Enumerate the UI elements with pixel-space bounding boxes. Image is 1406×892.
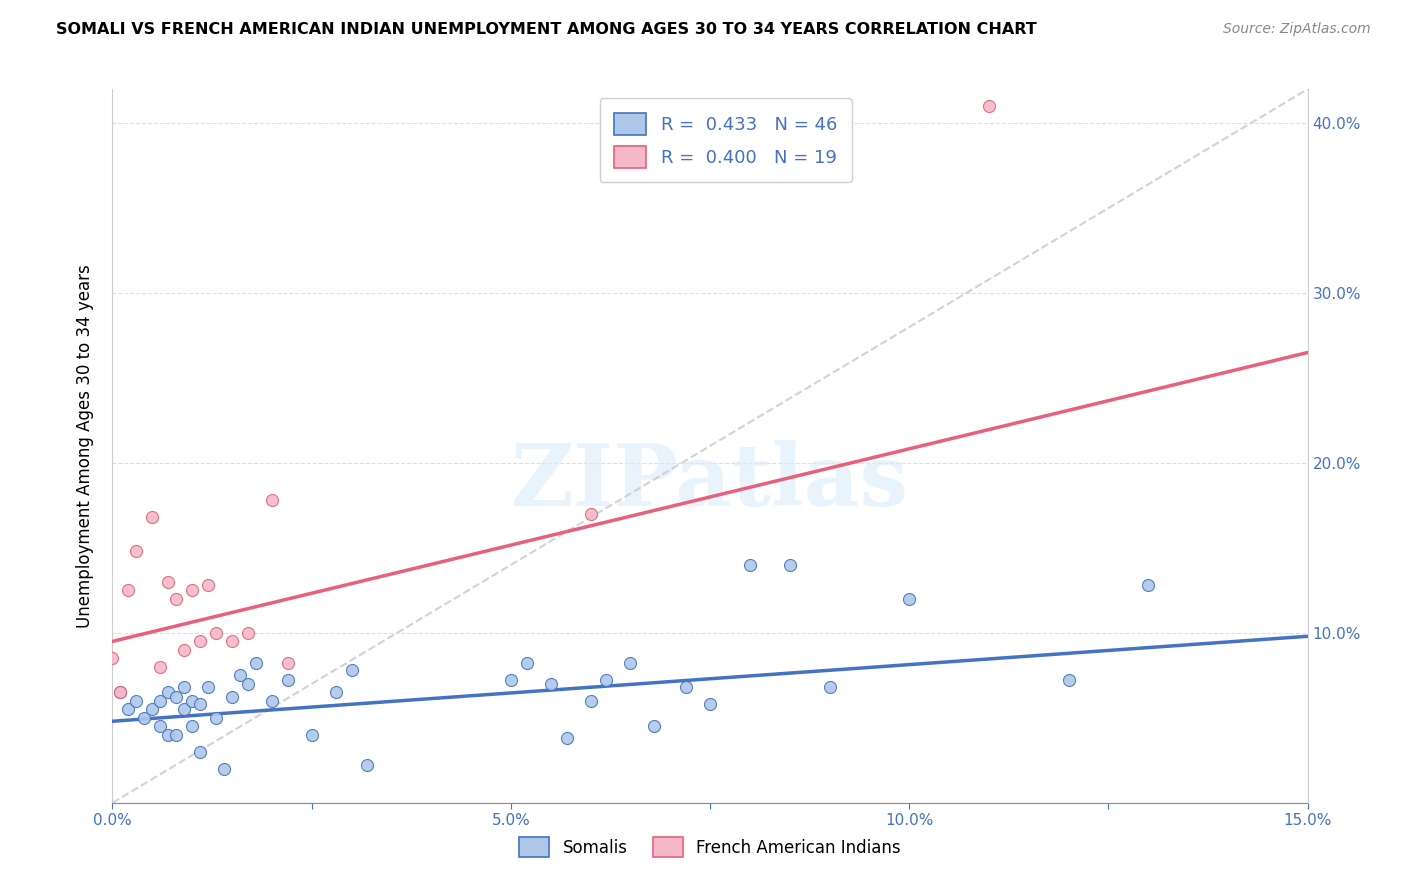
Point <box>141 510 163 524</box>
Point <box>117 702 139 716</box>
Point <box>134 711 156 725</box>
Point <box>818 680 841 694</box>
Point <box>205 711 228 725</box>
Point <box>157 728 180 742</box>
Point <box>205 626 228 640</box>
Text: Source: ZipAtlas.com: Source: ZipAtlas.com <box>1223 22 1371 37</box>
Point <box>173 702 195 716</box>
Point <box>157 685 180 699</box>
Text: SOMALI VS FRENCH AMERICAN INDIAN UNEMPLOYMENT AMONG AGES 30 TO 34 YEARS CORRELAT: SOMALI VS FRENCH AMERICAN INDIAN UNEMPLO… <box>56 22 1038 37</box>
Point <box>516 657 538 671</box>
Point <box>245 657 267 671</box>
Point <box>260 694 283 708</box>
Point <box>221 690 243 705</box>
Y-axis label: Unemployment Among Ages 30 to 34 years: Unemployment Among Ages 30 to 34 years <box>76 264 94 628</box>
Point <box>977 99 1000 113</box>
Point <box>221 634 243 648</box>
Legend: Somalis, French American Indians: Somalis, French American Indians <box>510 829 910 866</box>
Point <box>141 702 163 716</box>
Point <box>738 558 761 572</box>
Point <box>301 728 323 742</box>
Point <box>117 583 139 598</box>
Point <box>188 745 211 759</box>
Point <box>619 657 641 671</box>
Point <box>325 685 347 699</box>
Point <box>149 694 172 708</box>
Point <box>1057 673 1080 688</box>
Point <box>595 673 617 688</box>
Point <box>579 694 602 708</box>
Point <box>110 685 132 699</box>
Point <box>229 668 252 682</box>
Point <box>277 657 299 671</box>
Point <box>540 677 562 691</box>
Point <box>188 634 211 648</box>
Point <box>149 660 172 674</box>
Point <box>173 643 195 657</box>
Point <box>555 731 578 746</box>
Point <box>675 680 697 694</box>
Point <box>181 583 204 598</box>
Point <box>149 719 172 733</box>
Point <box>1137 578 1160 592</box>
Point <box>236 677 259 691</box>
Point <box>181 719 204 733</box>
Point <box>197 680 219 694</box>
Point <box>277 673 299 688</box>
Point <box>212 762 235 776</box>
Point <box>165 591 187 606</box>
Point <box>779 558 801 572</box>
Point <box>181 694 204 708</box>
Point <box>340 663 363 677</box>
Point <box>699 698 721 712</box>
Point <box>643 719 665 733</box>
Point <box>173 680 195 694</box>
Text: ZIPatlas: ZIPatlas <box>510 440 910 524</box>
Point <box>356 758 378 772</box>
Point <box>579 507 602 521</box>
Point <box>110 685 132 699</box>
Point <box>499 673 522 688</box>
Point <box>101 651 124 665</box>
Point <box>125 694 148 708</box>
Point <box>898 591 921 606</box>
Point <box>260 493 283 508</box>
Point <box>125 544 148 558</box>
Point <box>197 578 219 592</box>
Point <box>236 626 259 640</box>
Point <box>188 698 211 712</box>
Point <box>165 690 187 705</box>
Point <box>157 574 180 589</box>
Point <box>165 728 187 742</box>
